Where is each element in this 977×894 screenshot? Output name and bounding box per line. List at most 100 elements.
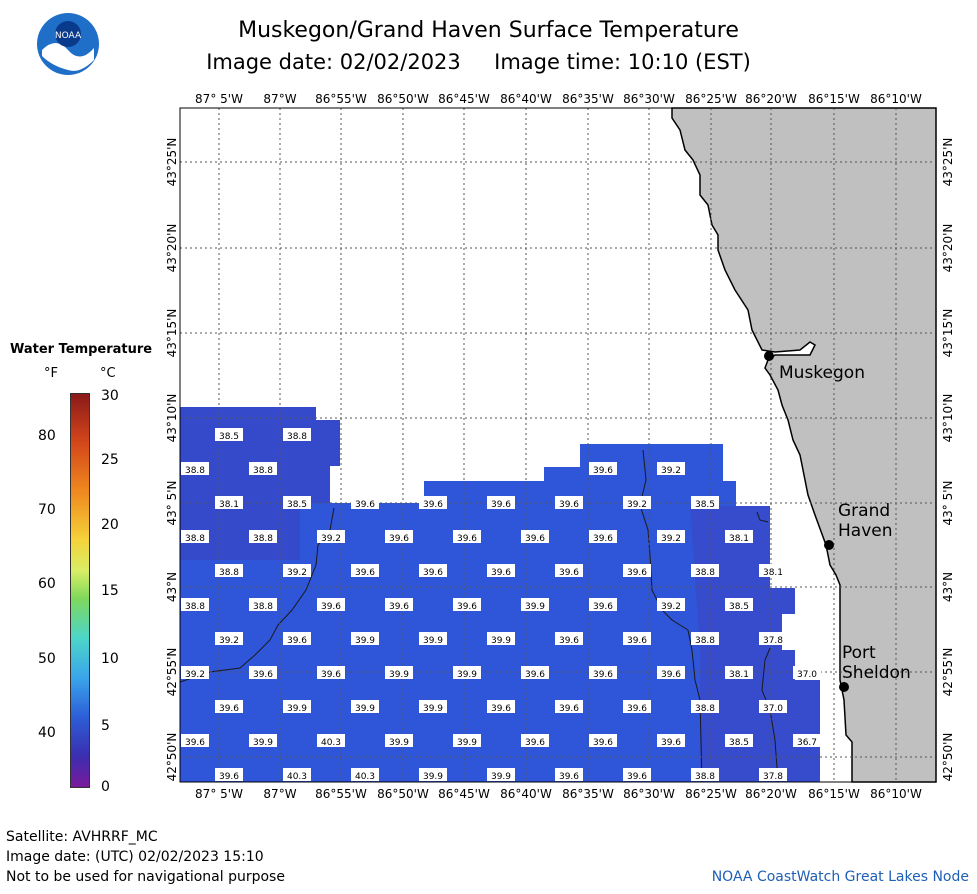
latitude-label-right: 43°15'N (941, 309, 955, 358)
temperature-value: 38.8 (691, 632, 719, 646)
temperature-value: 38.8 (249, 598, 277, 612)
svg-text:39.9: 39.9 (389, 670, 409, 680)
temperature-value: 40.3 (317, 734, 345, 748)
latitude-label-left: 43°N (165, 572, 179, 602)
temperature-value: 39.6 (487, 564, 515, 578)
svg-text:39.6: 39.6 (593, 466, 613, 476)
temperature-value: 39.6 (555, 768, 583, 782)
legend-unit-c: °C (100, 366, 116, 381)
latitude-label-right: 43°25'N (941, 138, 955, 187)
svg-text:36.7: 36.7 (797, 738, 817, 748)
svg-text:37.0: 37.0 (797, 670, 817, 680)
svg-text:38.5: 38.5 (729, 602, 749, 612)
longitude-label-top: 86°20'W (745, 92, 797, 106)
svg-text:39.9: 39.9 (253, 738, 273, 748)
city-marker-grand-haven (824, 540, 834, 550)
longitude-label-top: 87°W (263, 92, 296, 106)
temperature-value: 39.6 (215, 700, 243, 714)
latitude-label-left: 43°25'N (165, 138, 179, 187)
city-label-grand-haven-line1: Grand (838, 501, 890, 521)
temperature-value: 39.6 (419, 496, 447, 510)
temperature-value: 39.9 (487, 768, 515, 782)
legend-f-tick: 40 (38, 725, 56, 741)
svg-text:39.9: 39.9 (491, 636, 511, 646)
legend-c-tick: 20 (101, 517, 119, 533)
temperature-value: 39.6 (181, 734, 209, 748)
svg-text:38.5: 38.5 (219, 432, 239, 442)
temperature-value: 39.6 (623, 700, 651, 714)
map-subtitle: Image date: 02/02/2023 Image time: 10:10… (206, 50, 751, 74)
svg-text:38.8: 38.8 (219, 568, 239, 578)
legend-title: Water Temperature (10, 342, 153, 357)
temperature-value: 38.8 (283, 428, 311, 442)
svg-text:39.6: 39.6 (423, 568, 443, 578)
latitude-label-right: 43°10'N (941, 394, 955, 443)
temperature-value: 39.9 (351, 700, 379, 714)
temperature-value: 39.6 (419, 564, 447, 578)
svg-text:39.6: 39.6 (559, 500, 579, 510)
svg-text:39.9: 39.9 (355, 636, 375, 646)
svg-text:39.6: 39.6 (389, 534, 409, 544)
temperature-value: 39.6 (623, 768, 651, 782)
longitude-label-bottom: 86°30'W (623, 787, 675, 801)
temperature-value: 39.9 (453, 734, 481, 748)
temperature-value: 39.6 (385, 530, 413, 544)
svg-text:39.6: 39.6 (457, 602, 477, 612)
latitude-label-right: 43° 5'N (941, 481, 955, 526)
temperature-value: 39.6 (283, 632, 311, 646)
svg-text:39.6: 39.6 (593, 670, 613, 680)
svg-text:39.2: 39.2 (287, 568, 307, 578)
temperature-value: 40.3 (351, 768, 379, 782)
svg-text:39.6: 39.6 (661, 738, 681, 748)
city-label-muskegon: Muskegon (779, 363, 865, 383)
temperature-value: 39.9 (419, 632, 447, 646)
temperature-value: 39.6 (521, 530, 549, 544)
svg-text:38.8: 38.8 (185, 466, 205, 476)
svg-text:39.2: 39.2 (321, 534, 341, 544)
temperature-value: 39.6 (555, 632, 583, 646)
svg-text:39.2: 39.2 (661, 466, 681, 476)
svg-text:39.9: 39.9 (423, 636, 443, 646)
latitude-label-left: 42°55'N (165, 648, 179, 697)
temperature-value: 38.8 (691, 700, 719, 714)
svg-text:39.6: 39.6 (627, 772, 647, 782)
legend-c-tick: 25 (101, 452, 119, 468)
svg-text:39.9: 39.9 (525, 602, 545, 612)
longitude-label-bottom: 87°W (263, 787, 296, 801)
svg-text:39.6: 39.6 (627, 568, 647, 578)
footer-disclaimer: Not to be used for navigational purpose (6, 869, 285, 885)
temperature-value: 39.6 (487, 700, 515, 714)
temperature-value: 39.9 (521, 598, 549, 612)
temperature-value: 38.1 (759, 564, 787, 578)
temperature-value: 39.6 (453, 598, 481, 612)
temperature-value: 39.2 (657, 462, 685, 476)
temperature-value: 39.6 (317, 598, 345, 612)
svg-text:39.6: 39.6 (593, 602, 613, 612)
temperature-value: 39.9 (385, 666, 413, 680)
svg-text:39.6: 39.6 (559, 568, 579, 578)
temperature-value: 38.8 (181, 462, 209, 476)
noaa-logo: NOAA (36, 12, 100, 76)
temperature-value: 39.9 (419, 700, 447, 714)
temperature-value: 39.6 (385, 598, 413, 612)
svg-text:39.9: 39.9 (423, 704, 443, 714)
svg-text:39.6: 39.6 (457, 534, 477, 544)
legend-c-tick: 10 (101, 651, 119, 667)
longitude-label-bottom: 86°45'W (438, 787, 490, 801)
svg-text:39.9: 39.9 (457, 670, 477, 680)
temperature-value: 39.6 (521, 666, 549, 680)
svg-text:39.6: 39.6 (525, 670, 545, 680)
svg-text:38.5: 38.5 (287, 500, 307, 510)
logo-text: NOAA (55, 31, 82, 41)
temperature-value: 37.8 (759, 632, 787, 646)
legend-c-tick: 15 (101, 583, 119, 599)
temperature-value: 39.6 (453, 530, 481, 544)
temperature-value: 39.2 (317, 530, 345, 544)
temperature-value: 37.0 (759, 700, 787, 714)
temperature-value: 38.1 (215, 496, 243, 510)
temperature-value: 38.8 (691, 564, 719, 578)
longitude-label-bottom: 86°20'W (745, 787, 797, 801)
temperature-value: 39.6 (589, 734, 617, 748)
temperature-value: 39.6 (351, 564, 379, 578)
temperature-value: 38.8 (181, 530, 209, 544)
